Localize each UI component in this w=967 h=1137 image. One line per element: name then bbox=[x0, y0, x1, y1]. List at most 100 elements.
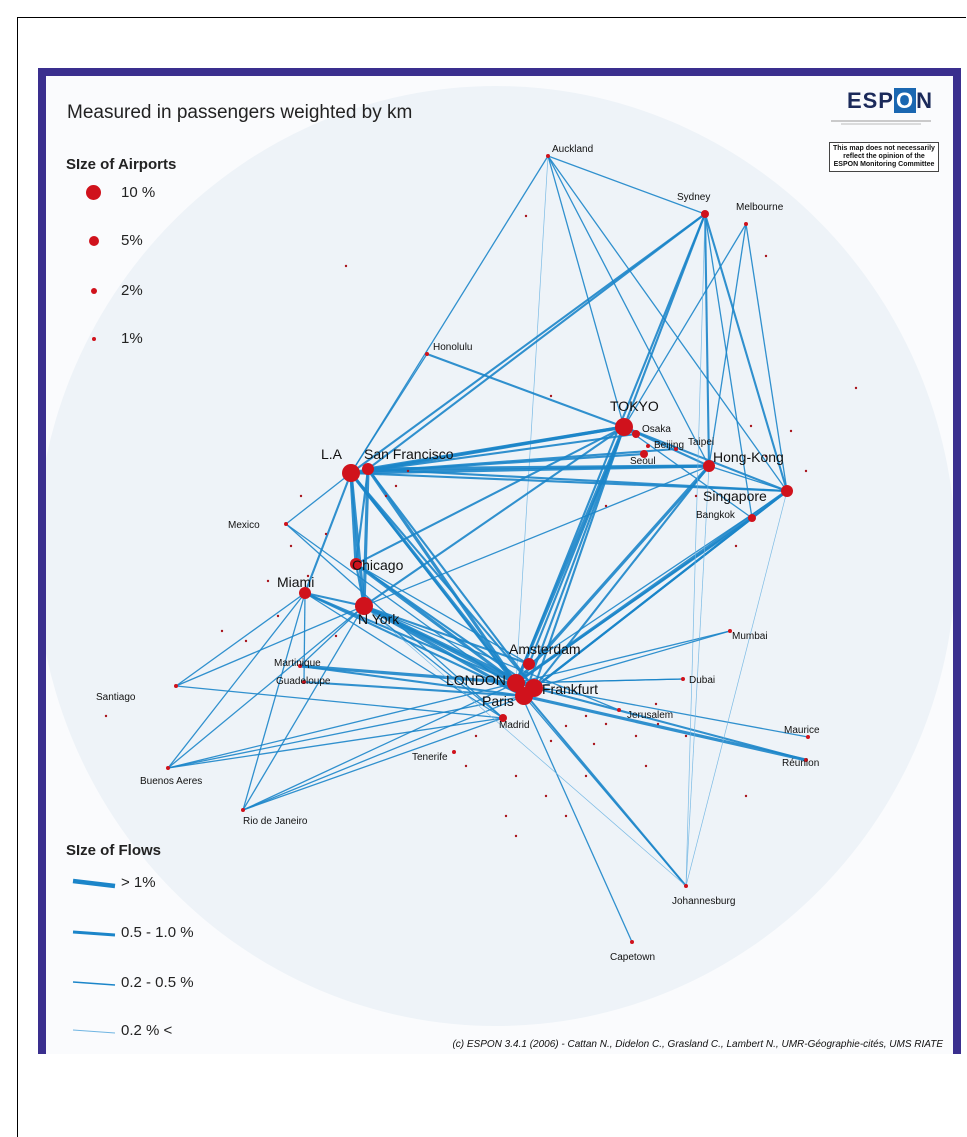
airport-legend-label: 2% bbox=[121, 282, 143, 299]
city-label-miami: Miami bbox=[277, 574, 314, 590]
airport-martinique bbox=[298, 664, 302, 668]
minor-airport-dot bbox=[564, 724, 568, 728]
airport-mexico bbox=[284, 522, 288, 526]
flow-line bbox=[547, 155, 788, 492]
minor-airport-dot bbox=[749, 424, 753, 428]
flow-line bbox=[242, 605, 365, 811]
city-label-reunion: Réunion bbox=[782, 758, 819, 769]
flow-line bbox=[304, 472, 352, 594]
flow-width-symbol bbox=[72, 1029, 115, 1033]
flow-line bbox=[367, 425, 625, 471]
flow-line bbox=[623, 223, 747, 428]
flow-line bbox=[703, 213, 789, 492]
minor-airport-dot bbox=[764, 254, 768, 258]
airport-legend-row: 1% bbox=[66, 330, 143, 347]
minor-airport-dot bbox=[564, 814, 568, 818]
flow-line bbox=[523, 426, 625, 697]
flow-legend-label: 0.2 - 0.5 % bbox=[121, 974, 194, 991]
flow-line bbox=[366, 468, 518, 684]
city-label-nyork: N York bbox=[358, 611, 400, 627]
flow-line bbox=[175, 605, 365, 687]
flow-line bbox=[515, 678, 684, 684]
flow-line bbox=[167, 717, 504, 769]
airport-santiago bbox=[174, 684, 178, 688]
flow-line bbox=[363, 605, 687, 887]
map-figure: Auckland Sydney Melbourne Honolulu TOKYO Osak… bbox=[38, 68, 961, 1054]
minor-airport-dot bbox=[656, 722, 660, 726]
minor-airport-dot bbox=[584, 714, 588, 718]
minor-airport-dot bbox=[324, 532, 328, 536]
flow-line bbox=[362, 468, 370, 607]
flow-line bbox=[285, 523, 504, 719]
city-label-hongkong: Hong-Kong bbox=[713, 449, 784, 465]
airport-capetown bbox=[630, 940, 634, 944]
flow-line bbox=[363, 605, 530, 665]
airport-reunion bbox=[804, 758, 808, 762]
minor-airport-dot bbox=[804, 469, 808, 473]
flow-line bbox=[426, 353, 625, 428]
flow-line bbox=[304, 592, 525, 697]
airport-melbourne bbox=[744, 222, 748, 226]
airport-size-symbol bbox=[91, 336, 96, 341]
flow-line bbox=[303, 680, 525, 698]
flow-line bbox=[363, 426, 625, 607]
airport-osaka bbox=[632, 430, 640, 438]
airport-hongkong bbox=[703, 460, 715, 472]
airport-honolulu bbox=[425, 352, 429, 356]
airport-sanfrancisco bbox=[362, 463, 374, 475]
flow-line bbox=[350, 447, 677, 475]
airport-dubai bbox=[681, 677, 685, 681]
flow-line bbox=[623, 426, 788, 492]
flow-line bbox=[685, 465, 710, 887]
flow-line bbox=[703, 213, 711, 467]
minor-airport-dot bbox=[854, 386, 858, 390]
airport-size-symbol bbox=[90, 287, 97, 294]
flow-line bbox=[515, 517, 753, 684]
minor-airport-dot bbox=[474, 734, 478, 738]
flow-line bbox=[303, 592, 306, 683]
flow-line bbox=[685, 490, 788, 887]
flow-line bbox=[350, 213, 706, 474]
minor-airport-dot bbox=[654, 702, 658, 706]
city-label-dubai: Dubai bbox=[689, 675, 715, 686]
flow-line bbox=[685, 213, 706, 887]
minor-airport-dot bbox=[394, 484, 398, 488]
flow-line bbox=[355, 563, 535, 689]
page-frame bbox=[17, 17, 966, 1137]
flow-line bbox=[515, 213, 706, 684]
minor-airport-dot bbox=[514, 834, 518, 838]
flow-line bbox=[515, 155, 549, 684]
minor-airport-dot bbox=[604, 504, 608, 508]
flow-legend-row: 0.2 - 0.5 % bbox=[66, 974, 194, 991]
city-label-santiago: Santiago bbox=[96, 692, 136, 703]
city-label-tokyo: TOKYO bbox=[610, 398, 659, 414]
flow-line bbox=[355, 563, 530, 665]
flow-line bbox=[515, 682, 809, 738]
minor-airport-dot bbox=[549, 394, 553, 398]
minor-airport-dot bbox=[694, 494, 698, 498]
minor-airport-dot bbox=[634, 734, 638, 738]
airport-sydney bbox=[701, 210, 709, 218]
flow-line bbox=[167, 592, 306, 769]
airport-nyork bbox=[355, 597, 373, 615]
flow-width-symbol bbox=[72, 878, 115, 888]
flow-line bbox=[523, 695, 687, 887]
airport-tenerife bbox=[452, 750, 456, 754]
city-label-singapore: Singapore bbox=[703, 488, 767, 504]
airport-layer bbox=[166, 154, 810, 944]
airport-legend-label: 5% bbox=[121, 232, 143, 249]
map-credit: (c) ESPON 3.4.1 (2006) - Cattan N., Dide… bbox=[452, 1039, 943, 1050]
flow-legend-row: > 1% bbox=[66, 874, 156, 891]
city-label-buenosaires: Buenos Aeres bbox=[140, 776, 202, 787]
city-label-rio: Rio de Janeiro bbox=[243, 816, 308, 827]
city-label-jerusalem: Jerusalem bbox=[627, 710, 673, 721]
flow-line bbox=[299, 605, 365, 667]
minor-airport-dot bbox=[299, 494, 303, 498]
minor-airport-dot bbox=[734, 544, 738, 548]
airport-madrid bbox=[499, 714, 507, 722]
city-label-sanfrancisco: San Francisco bbox=[364, 446, 454, 462]
city-label-capetown: Capetown bbox=[610, 952, 655, 963]
flow-line bbox=[533, 630, 731, 689]
flow-line bbox=[363, 605, 620, 711]
city-label-maurice: Maurice bbox=[784, 725, 820, 736]
